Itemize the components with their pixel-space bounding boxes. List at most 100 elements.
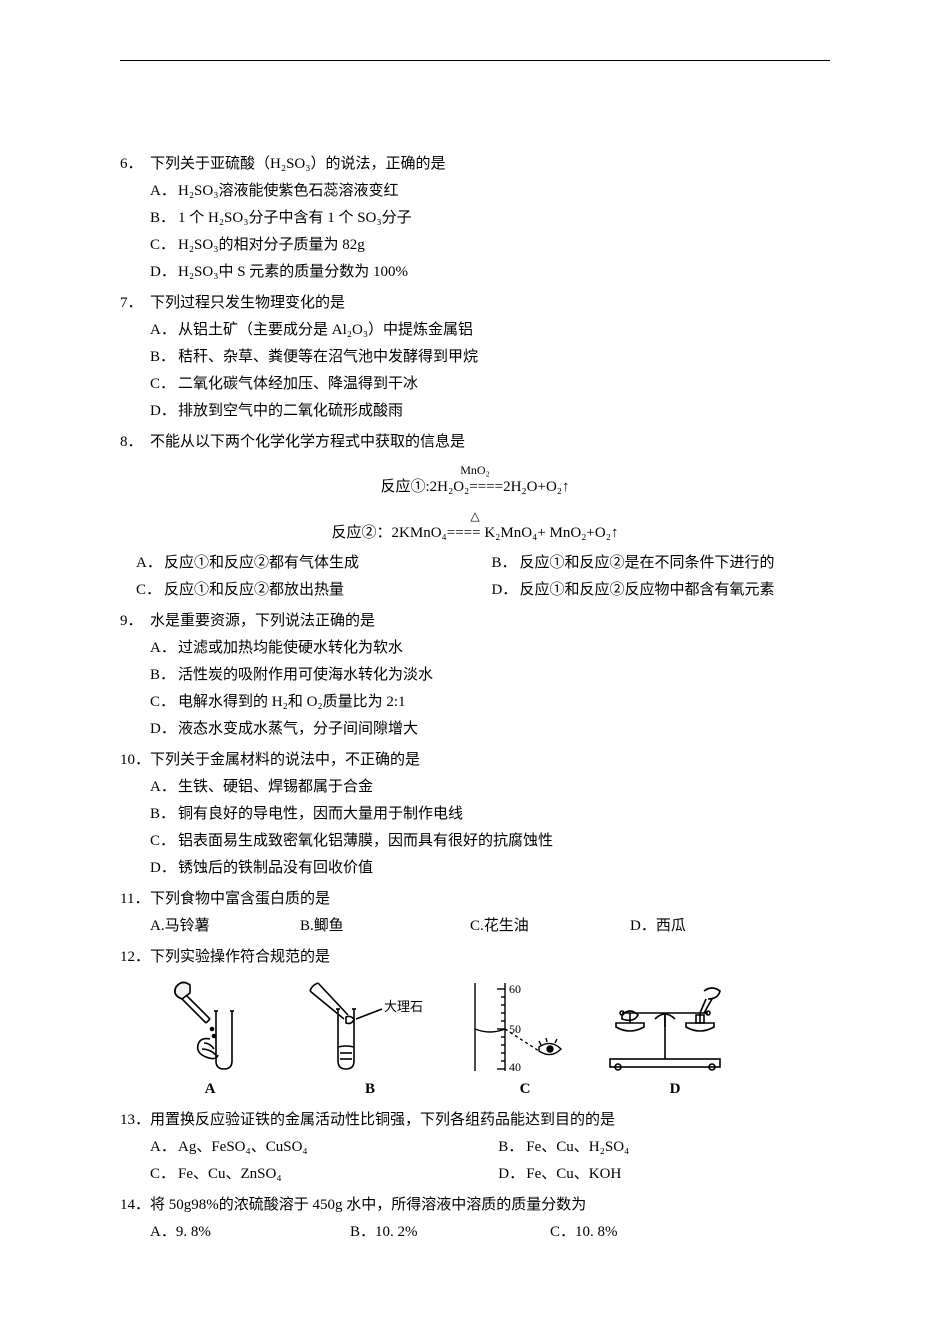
opt-label-d: D． bbox=[150, 259, 178, 286]
q13-opt-d: Fe、Cu、KOH bbox=[526, 1161, 621, 1188]
q12-num: 12． bbox=[120, 944, 150, 971]
label-c: C bbox=[470, 1076, 580, 1103]
opt-label-a: A． bbox=[150, 635, 178, 662]
figure-labels: A B C D bbox=[120, 1076, 830, 1103]
question-10: 10． 下列关于金属材料的说法中，不正确的是 A．生铁、硬铝、焊锡都属于合金 B… bbox=[120, 747, 830, 882]
opt-label-c: C． bbox=[150, 371, 178, 398]
q11-opt-a: 马铃薯 bbox=[165, 913, 210, 940]
opt-label-c: C． bbox=[136, 577, 164, 604]
q11-num: 11． bbox=[120, 886, 150, 913]
question-8: 8． 不能从以下两个化学化学方程式中获取的信息是 MnO₂ 反应①:2H₂O₂=… bbox=[120, 429, 830, 604]
label-a: A bbox=[150, 1076, 270, 1103]
opt-label-a: A． bbox=[150, 774, 178, 801]
equation-2: △ 反应②：2KMnO₄==== K₂MnO₄+ MnO₂+O₂↑ bbox=[120, 508, 830, 544]
opt-label-b: B． bbox=[150, 344, 178, 371]
q10-opt-c: 铝表面易生成致密氧化铝薄膜，因而具有很好的抗腐蚀性 bbox=[178, 828, 553, 855]
question-11: 11． 下列食物中富含蛋白质的是 A. 马铃薯 B.鲫鱼 C.花生油 D．西瓜 bbox=[120, 886, 830, 940]
q14-opt-a: 9. 8% bbox=[176, 1219, 211, 1246]
q9-opt-d: 液态水变成水蒸气，分子间间隙增大 bbox=[178, 716, 418, 743]
q9-stem: 水是重要资源，下列说法正确的是 bbox=[150, 608, 375, 635]
q12-stem: 下列实验操作符合规范的是 bbox=[150, 944, 330, 971]
question-14: 14． 将 50g98%的浓硫酸溶于 450g 水中，所得溶液中溶质的质量分数为… bbox=[120, 1192, 830, 1246]
question-13: 13． 用置换反应验证铁的金属活动性比铜强，下列各组药品能达到目的的是 A．Ag… bbox=[120, 1107, 830, 1188]
scale-40: 40 bbox=[509, 1060, 521, 1074]
opt-label-a: A． bbox=[150, 317, 178, 344]
q10-opt-a: 生铁、硬铝、焊锡都属于合金 bbox=[178, 774, 373, 801]
q8-opt-d: 反应①和反应②反应物中都含有氧元素 bbox=[519, 577, 774, 604]
q10-opt-b: 铜有良好的导电性，因而大量用于制作电线 bbox=[178, 801, 463, 828]
question-9: 9． 水是重要资源，下列说法正确的是 A．过滤或加热均能使硬水转化为软水 B．活… bbox=[120, 608, 830, 743]
opt-label-d: D． bbox=[630, 913, 656, 940]
eq1-text: 反应①:2H₂O₂====2H₂O+O₂↑ bbox=[120, 477, 830, 498]
q7-opt-c: 二氧化碳气体经加压、降温得到干冰 bbox=[178, 371, 418, 398]
figure-d bbox=[600, 979, 720, 1074]
equation-1: MnO₂ 反应①:2H₂O₂====2H₂O+O₂↑ bbox=[120, 462, 830, 498]
q6-opt-d: H₂SO₃中 S 元素的质量分数为 100% bbox=[178, 259, 408, 286]
q6-opt-b: 1 个 H₂SO₃分子中含有 1 个 SO₃分子 bbox=[178, 205, 412, 232]
q7-opt-a: 从铝土矿（主要成分是 Al₂O₃）中提炼金属铝 bbox=[178, 317, 473, 344]
opt-label-b: B． bbox=[491, 550, 519, 577]
eq2-text: 反应②：2KMnO₄==== K₂MnO₄+ MnO₂+O₂↑ bbox=[120, 523, 830, 544]
q13-opt-b: Fe、Cu、H₂SO₄ bbox=[526, 1134, 629, 1161]
figure-a bbox=[150, 979, 270, 1074]
q11-opt-d: 西瓜 bbox=[656, 913, 686, 940]
q10-num: 10． bbox=[120, 747, 150, 774]
opt-label-b: B． bbox=[150, 801, 178, 828]
opt-label-c: C. bbox=[470, 913, 484, 940]
q14-stem: 将 50g98%的浓硫酸溶于 450g 水中，所得溶液中溶质的质量分数为 bbox=[150, 1192, 586, 1219]
opt-label-d: D． bbox=[150, 855, 178, 882]
q8-opt-c: 反应①和反应②都放出热量 bbox=[164, 577, 344, 604]
opt-label-b: B. bbox=[300, 913, 314, 940]
q11-opt-c: 花生油 bbox=[484, 913, 529, 940]
opt-label-b: B． bbox=[498, 1134, 526, 1161]
opt-label-a: A． bbox=[150, 178, 178, 205]
question-7: 7． 下列过程只发生物理变化的是 A．从铝土矿（主要成分是 Al₂O₃）中提炼金… bbox=[120, 290, 830, 425]
opt-label-c: C． bbox=[150, 828, 178, 855]
question-6: 6． 下列关于亚硫酸（H₂SO₃）的说法，正确的是 A．H₂SO₃溶液能使紫色石… bbox=[120, 151, 830, 286]
figure-c: 60 50 40 bbox=[450, 979, 570, 1074]
opt-label-b: B． bbox=[150, 205, 178, 232]
figure-b: 大理石 bbox=[300, 979, 420, 1074]
q13-num: 13． bbox=[120, 1107, 150, 1134]
q14-num: 14． bbox=[120, 1192, 150, 1219]
q10-opt-d: 锈蚀后的铁制品没有回收价值 bbox=[178, 855, 373, 882]
opt-label-b: B． bbox=[150, 662, 178, 689]
page-container: 6． 下列关于亚硫酸（H₂SO₃）的说法，正确的是 A．H₂SO₃溶液能使紫色石… bbox=[0, 0, 950, 1290]
opt-label-a: A． bbox=[150, 1219, 176, 1246]
question-12: 12． 下列实验操作符合规范的是 bbox=[120, 944, 830, 1103]
q11-stem: 下列食物中富含蛋白质的是 bbox=[150, 886, 330, 913]
q9-opt-c: 电解水得到的 H₂和 O₂质量比为 2:1 bbox=[178, 689, 406, 716]
q13-stem: 用置换反应验证铁的金属活动性比铜强，下列各组药品能达到目的的是 bbox=[150, 1107, 615, 1134]
q8-opt-b: 反应①和反应②是在不同条件下进行的 bbox=[519, 550, 774, 577]
q7-opt-b: 秸秆、杂草、粪便等在沼气池中发酵得到甲烷 bbox=[178, 344, 478, 371]
q11-opt-b: 鲫鱼 bbox=[314, 913, 344, 940]
opt-label-d: D． bbox=[498, 1161, 526, 1188]
opt-label-d: D． bbox=[150, 716, 178, 743]
q10-stem: 下列关于金属材料的说法中，不正确的是 bbox=[150, 747, 420, 774]
q7-num: 7． bbox=[120, 290, 150, 317]
q8-opt-a: 反应①和反应②都有气体生成 bbox=[164, 550, 359, 577]
q9-num: 9． bbox=[120, 608, 150, 635]
opt-label-c: C． bbox=[150, 689, 178, 716]
q6-opt-a: H₂SO₃溶液能使紫色石蕊溶液变红 bbox=[178, 178, 398, 205]
label-b: B bbox=[300, 1076, 440, 1103]
q8-num: 8． bbox=[120, 429, 150, 456]
q6-num: 6． bbox=[120, 151, 150, 178]
opt-label-a: A． bbox=[150, 1134, 178, 1161]
q9-opt-b: 活性炭的吸附作用可使海水转化为淡水 bbox=[178, 662, 433, 689]
opt-label-a: A. bbox=[150, 913, 165, 940]
q14-opt-c: 10. 8% bbox=[575, 1219, 618, 1246]
q7-opt-d: 排放到空气中的二氧化硫形成酸雨 bbox=[178, 398, 403, 425]
q14-opt-b: 10. 2% bbox=[375, 1219, 418, 1246]
opt-label-d: D． bbox=[150, 398, 178, 425]
q8-stem: 不能从以下两个化学化学方程式中获取的信息是 bbox=[150, 429, 465, 456]
top-rule bbox=[120, 60, 830, 61]
opt-label-c: C． bbox=[550, 1219, 575, 1246]
opt-label-b: B． bbox=[350, 1219, 375, 1246]
q13-opt-c: Fe、Cu、ZnSO₄ bbox=[178, 1161, 282, 1188]
q7-stem: 下列过程只发生物理变化的是 bbox=[150, 290, 345, 317]
marble-label: 大理石 bbox=[384, 999, 423, 1014]
figure-row: 大理石 bbox=[120, 979, 830, 1074]
q6-stem: 下列关于亚硫酸（H₂SO₃）的说法，正确的是 bbox=[150, 151, 445, 178]
opt-label-a: A． bbox=[136, 550, 164, 577]
